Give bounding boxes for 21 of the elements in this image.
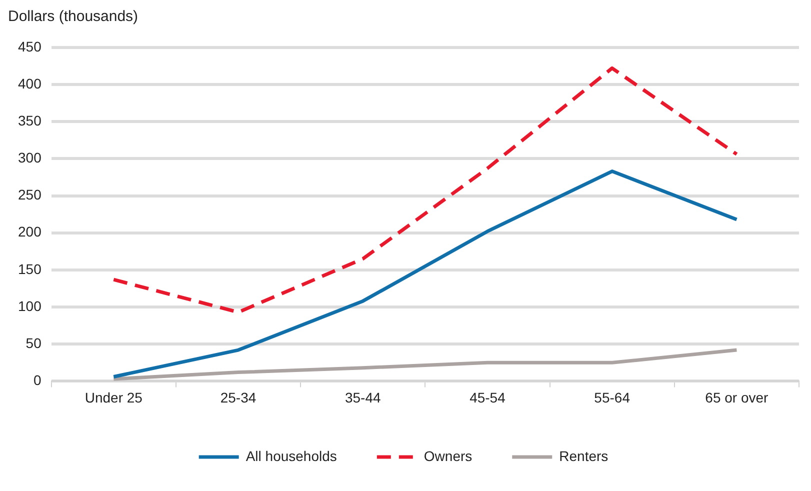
y-tick-label: 200 xyxy=(18,224,42,240)
y-tick-label: 300 xyxy=(18,150,42,166)
legend-label: All households xyxy=(246,448,337,464)
x-tick-label: 65 or over xyxy=(705,389,769,406)
y-tick-label: 0 xyxy=(34,372,42,388)
y-tick-label: 400 xyxy=(18,75,42,92)
x-tick-label: Under 25 xyxy=(84,389,143,406)
y-tick-label: 150 xyxy=(18,260,42,277)
x-tick-label: 35-44 xyxy=(344,389,381,406)
y-tick-label: 100 xyxy=(18,298,42,314)
x-tick-label: 45-54 xyxy=(470,389,506,406)
y-axis-title: Dollars (thousands) xyxy=(8,8,140,25)
y-tick-label: 50 xyxy=(26,334,42,351)
legend-label: Owners xyxy=(424,448,472,464)
y-tick-label: 250 xyxy=(18,186,42,203)
x-tick-label: 25-34 xyxy=(220,389,256,406)
y-tick-label: 350 xyxy=(18,112,42,128)
legend-label: Renters xyxy=(559,448,608,464)
line-series xyxy=(112,66,738,314)
y-tick-label: 450 xyxy=(18,38,42,54)
x-tick-label: 55-64 xyxy=(594,389,630,406)
